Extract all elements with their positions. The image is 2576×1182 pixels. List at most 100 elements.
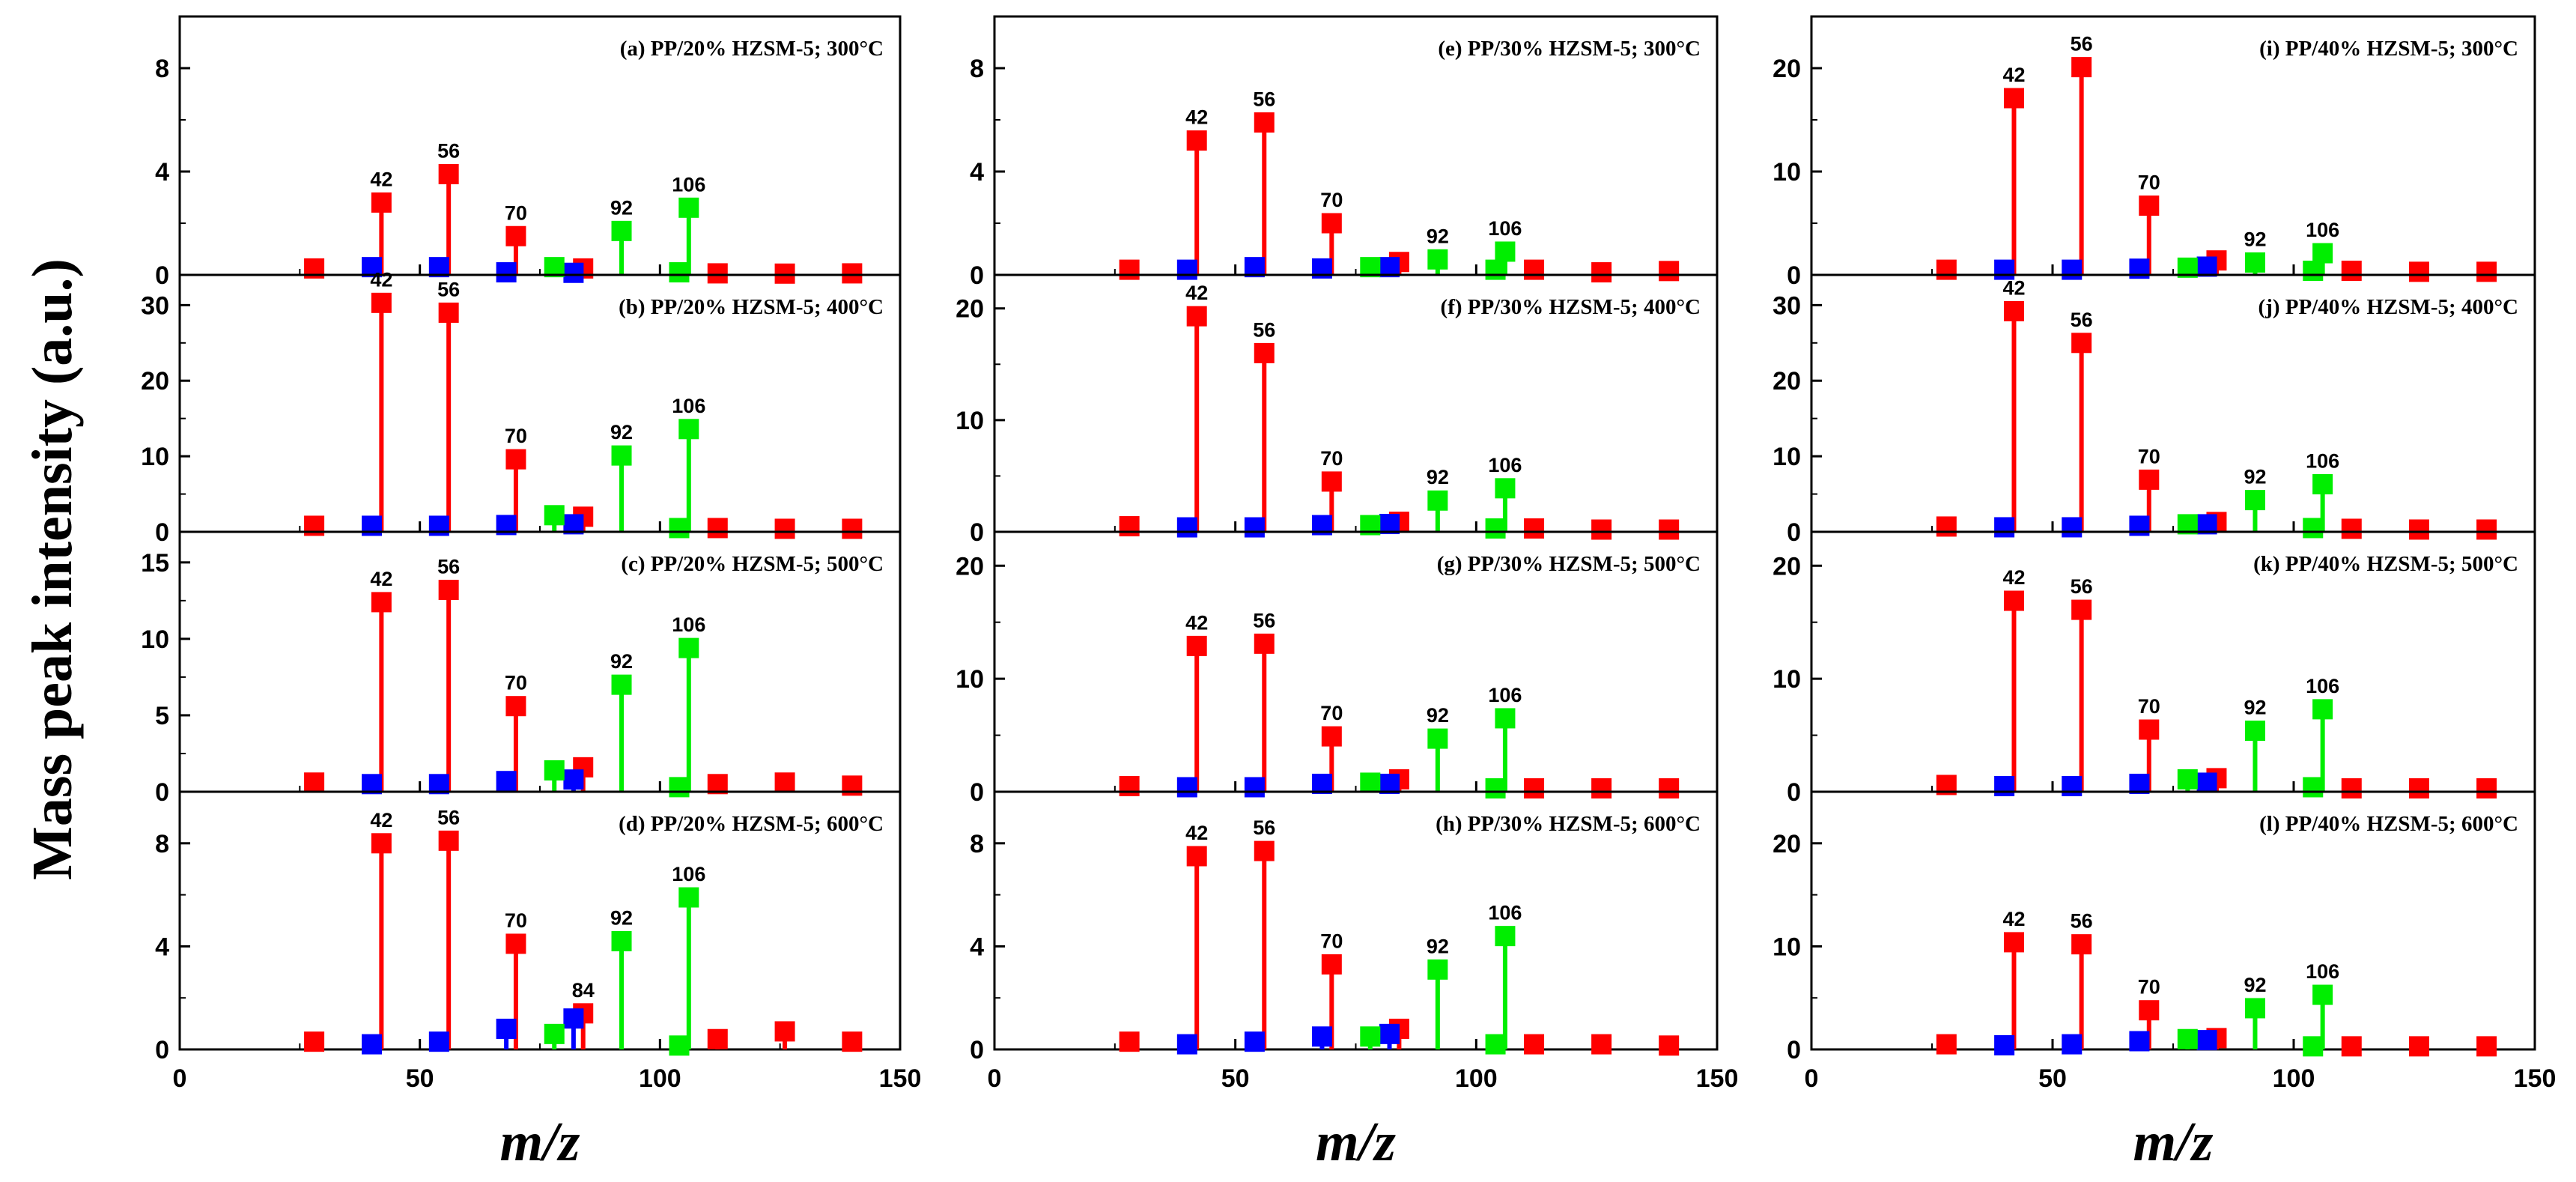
- peak-marker-red: [505, 449, 526, 470]
- peak-marker-green: [1427, 959, 1448, 980]
- peak-marker-green: [2312, 473, 2333, 494]
- peak-label: 70: [505, 201, 527, 224]
- peak-label: 106: [2306, 675, 2339, 697]
- peak-marker-blue: [2196, 256, 2217, 277]
- peak-marker-green: [678, 637, 699, 658]
- y-tick-label: 20: [1772, 552, 1801, 581]
- y-tick-label: 10: [956, 407, 984, 435]
- peak-marker-blue: [2062, 517, 2083, 538]
- peak-marker-red: [1659, 519, 1680, 540]
- peak-label: 92: [610, 907, 633, 930]
- peak-label: 56: [437, 278, 460, 300]
- peak-marker-green: [669, 777, 690, 798]
- peak-marker-red: [371, 292, 392, 313]
- y-tick-label: 30: [1772, 291, 1801, 320]
- peak-marker-red: [1659, 261, 1680, 282]
- panel-title: (a) PP/20% HZSM-5; 300°C: [620, 37, 884, 61]
- peak-marker-blue: [496, 1018, 517, 1039]
- y-tick-label: 0: [155, 778, 169, 807]
- peak-label: 84: [572, 979, 595, 1001]
- peak-marker-green: [1495, 926, 1516, 947]
- peak-marker-blue: [2062, 775, 2083, 796]
- y-tick-label: 0: [1787, 518, 1801, 547]
- y-tick-label: 8: [970, 830, 984, 858]
- peak-marker-green: [1485, 518, 1506, 539]
- peak-marker-green: [1360, 772, 1381, 793]
- peak-marker-green: [1495, 708, 1516, 729]
- panel-i: 0 10 20 42 56 70 92 106 (i) PP/40% HZSM-5; 300°C: [1772, 15, 2536, 290]
- y-tick-label: 10: [956, 665, 984, 694]
- peak-marker-green: [544, 1023, 565, 1044]
- y-tick-label: 0: [155, 261, 169, 290]
- y-tick-label: 20: [1772, 830, 1801, 858]
- peak-label: 56: [437, 806, 460, 828]
- peak-label: 106: [672, 863, 705, 885]
- panel-title: (d) PP/20% HZSM-5; 600°C: [619, 812, 884, 836]
- peak-marker-blue: [1244, 1031, 1265, 1052]
- peak-marker-blue: [1994, 1034, 2015, 1055]
- peak-marker-green: [1485, 1034, 1506, 1055]
- x-tick-label: 0: [1805, 1064, 1819, 1093]
- y-tick-label: 20: [141, 367, 169, 395]
- peak-marker-red: [774, 518, 795, 539]
- peak-label: 56: [1253, 318, 1275, 341]
- peak-label: 70: [1320, 447, 1343, 470]
- x-tick-label: 150: [2514, 1064, 2557, 1093]
- panel-title: (l) PP/40% HZSM-5; 600°C: [2259, 812, 2518, 836]
- peak-label: 106: [2306, 449, 2339, 472]
- peak-label: 42: [2002, 566, 2025, 589]
- peak-marker-red: [2341, 260, 2362, 281]
- peak-label: 92: [610, 421, 633, 443]
- peak-marker-red: [707, 518, 728, 539]
- y-tick-label: 20: [956, 295, 984, 324]
- peak-marker-red: [1524, 1034, 1545, 1055]
- peak-marker-blue: [1176, 259, 1197, 280]
- peak-marker-green: [544, 505, 565, 526]
- peak-marker-red: [1591, 262, 1612, 283]
- x-tick-label: 100: [639, 1064, 681, 1093]
- panel-c: 0 5 10 15 42 56 70 92 106 (c) PP/20% HZSM-5; 500°…: [141, 530, 902, 807]
- peak-marker-green: [2244, 998, 2265, 1019]
- peak-marker-blue: [563, 769, 584, 790]
- y-tick-label: 0: [155, 518, 169, 547]
- peak-marker-red: [2071, 934, 2092, 955]
- y-tick-label: 30: [141, 291, 169, 320]
- panel-title: (g) PP/30% HZSM-5; 500°C: [1437, 552, 1701, 576]
- y-tick-label: 10: [1772, 158, 1801, 187]
- peak-marker-red: [2408, 778, 2429, 798]
- y-tick-label: 8: [970, 55, 984, 83]
- y-tick-label: 0: [970, 518, 984, 547]
- peak-marker-red: [1936, 259, 1957, 280]
- peak-label: 56: [1253, 816, 1275, 839]
- peak-label: 42: [1185, 822, 1208, 844]
- x-tick-label: 50: [406, 1064, 434, 1093]
- peak-marker-blue: [2129, 773, 2150, 794]
- peak-marker-red: [2408, 1036, 2429, 1057]
- peak-marker-red: [1591, 1034, 1612, 1055]
- x-tick-label: 100: [1455, 1064, 1498, 1093]
- peak-label: 70: [505, 672, 527, 694]
- x-axis-label: m/z: [1316, 1112, 1396, 1173]
- peak-marker-red: [1321, 213, 1342, 234]
- peak-label: 42: [370, 168, 392, 190]
- peak-label: 56: [1253, 609, 1275, 631]
- peak-marker-green: [2312, 243, 2333, 264]
- peak-marker-red: [1659, 1035, 1680, 1056]
- peak-marker-red: [707, 263, 728, 284]
- peak-marker-red: [371, 592, 392, 613]
- peak-label: 56: [1253, 88, 1275, 110]
- peak-label: 42: [1185, 611, 1208, 634]
- panel-e: 0 4 8 42 56 70 92 106 (e) PP/30% HZSM-5; 300°C: [970, 15, 1719, 290]
- x-tick-label: 150: [1696, 1064, 1739, 1093]
- peak-label: 56: [2071, 910, 2093, 933]
- panel-title: (e) PP/30% HZSM-5; 300°C: [1438, 37, 1701, 61]
- panel-d: 0 4 8 0 50 100 150 m/z 42 56 70 84 92 106 (d) PP/20% H…: [155, 790, 921, 1173]
- peak-marker-red: [304, 1031, 325, 1052]
- peak-marker-green: [611, 220, 632, 241]
- peak-marker-green: [1485, 778, 1506, 798]
- peak-label: 106: [1488, 454, 1522, 476]
- peak-label: 70: [2138, 976, 2160, 998]
- panel-title: (f) PP/30% HZSM-5; 400°C: [1441, 295, 1701, 319]
- peak-label: 56: [437, 556, 460, 578]
- y-tick-label: 0: [970, 261, 984, 290]
